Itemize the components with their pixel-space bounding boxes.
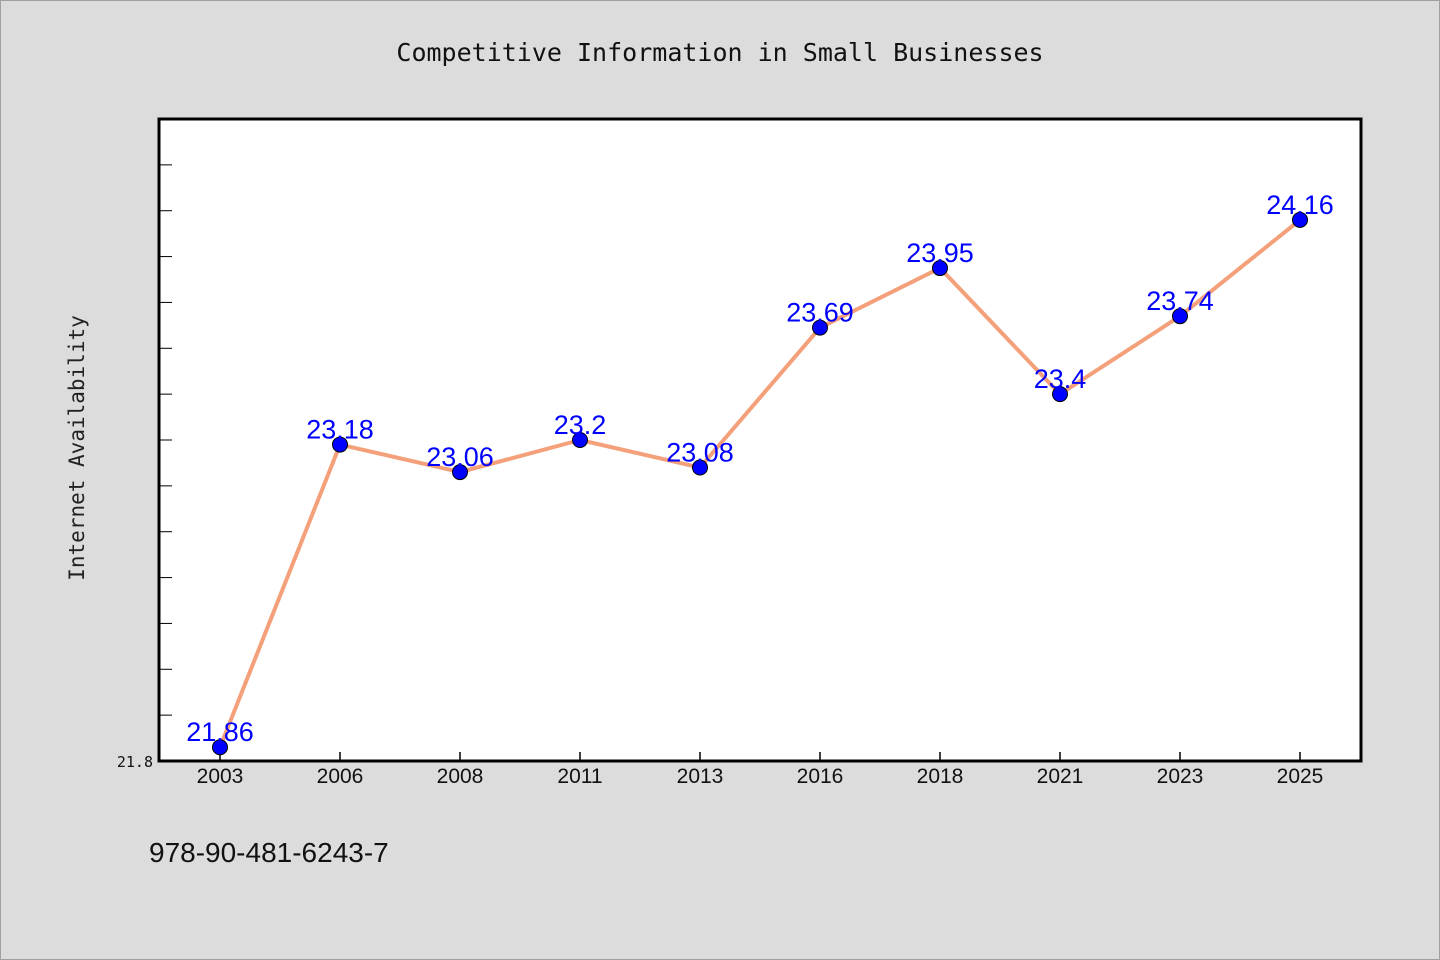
x-tick-label: 2013	[677, 765, 724, 788]
footnote-isbn: 978-90-481-6243-7	[149, 837, 389, 868]
data-point	[452, 464, 468, 481]
data-label: 23.74	[1146, 286, 1214, 316]
x-tick-label: 2023	[1157, 765, 1204, 788]
data-point	[1052, 386, 1068, 403]
data-point	[932, 260, 948, 277]
data-label: 23.06	[426, 442, 494, 472]
x-tick-label: 2025	[1277, 765, 1324, 788]
x-tick-label: 2008	[437, 765, 484, 788]
x-tick-label: 2021	[1037, 765, 1084, 788]
data-label: 24.16	[1266, 190, 1334, 220]
data-point	[812, 319, 828, 336]
x-tick-label: 2011	[557, 765, 602, 788]
data-label: 23.18	[306, 415, 374, 445]
data-label: 21.86	[186, 717, 254, 747]
y-tick-label: 21.8	[117, 753, 153, 771]
data-point	[572, 432, 588, 448]
series-group	[212, 211, 1308, 756]
data-labels-group: 21.86 23.18 23.06 23.2 23.08 23.69 23.95 23.4 23…	[186, 190, 1334, 747]
x-tick-label: 2003	[197, 765, 244, 788]
y-axis-label: Internet Availability	[65, 315, 89, 581]
x-tick-label: 2006	[317, 765, 364, 788]
data-point	[212, 739, 228, 756]
chart-title: Competitive Information in Small Busines…	[396, 38, 1043, 67]
series-line	[218, 218, 1302, 748]
y-axis-ticks: 21.8	[117, 118, 172, 771]
x-tick-label: 2018	[917, 765, 964, 788]
data-point	[1292, 211, 1308, 228]
data-label: 23.4	[1034, 364, 1087, 394]
x-axis-ticks: 2003 2006 2008 2011 2013 2016 2018 2021 2023 2025	[197, 752, 1324, 788]
plot-area	[157, 117, 1363, 763]
x-tick-label: 2016	[797, 765, 844, 788]
data-point	[692, 459, 708, 476]
data-label: 23.95	[906, 238, 974, 268]
data-point	[1172, 308, 1188, 325]
data-label: 23.08	[666, 438, 734, 468]
data-label: 23.2	[554, 410, 607, 440]
data-label: 23.69	[786, 298, 854, 328]
data-point	[332, 436, 348, 453]
